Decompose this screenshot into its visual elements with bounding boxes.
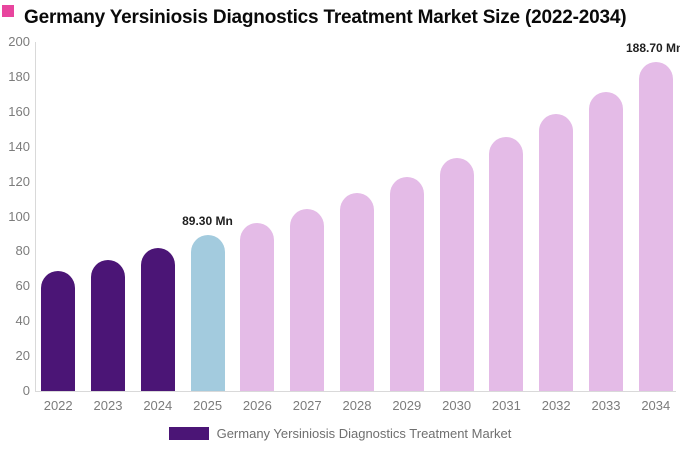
x-axis-label-2027: 2027 [292,398,322,413]
y-axis-tick-label: 60 [15,278,30,294]
value-label-2034: 188.70 Mn [626,40,680,55]
y-axis-tick-label: 140 [8,138,30,154]
x-axis-label-2029: 2029 [392,398,422,413]
y-axis-tick-label: 40 [15,313,30,329]
x-axis-label-2023: 2023 [93,398,123,413]
x-axis-label-2026: 2026 [242,398,272,413]
y-axis-tick-label: 160 [8,103,30,119]
bar-2027 [290,208,325,391]
y-axis-tick-label: 180 [8,68,30,84]
y-axis-tick-label: 120 [8,173,30,189]
y-axis-line [35,42,36,391]
bar-2025 [190,235,225,391]
x-axis-label-2033: 2033 [591,398,621,413]
bar-2034 [638,61,673,391]
bar-2031 [489,137,524,391]
legend-label: Germany Yersiniosis Diagnostics Treatmen… [216,425,512,441]
x-axis-label-2031: 2031 [491,398,521,413]
y-axis-tick-label: 200 [8,34,30,49]
chart-legend: Germany Yersiniosis Diagnostics Treatmen… [0,425,680,441]
pink-corner-square-icon [2,5,14,17]
bar-2033 [589,91,623,391]
bar-2022 [41,271,76,391]
bar-2029 [389,177,424,391]
x-axis-label-2024: 2024 [143,398,173,413]
x-axis-label-2028: 2028 [342,398,372,413]
x-axis-label-2030: 2030 [442,398,472,413]
y-axis-tick-label: 80 [15,243,30,259]
x-axis-label-2034: 2034 [641,398,671,413]
bar-2026 [240,223,275,391]
bar-2024 [140,247,175,391]
y-axis-tick-label: 0 [22,383,30,398]
bar-2032 [539,114,574,391]
value-label-2025: 89.30 Mn [182,214,233,229]
x-axis-label-2032: 2032 [541,398,571,413]
x-axis-label-2022: 2022 [43,398,73,413]
x-axis-line [35,391,676,392]
bar-2030 [439,158,474,391]
y-axis-tick-label: 20 [15,348,30,364]
x-axis-label-2025: 2025 [193,398,223,413]
y-axis-tick-label: 100 [8,208,30,224]
legend-swatch [168,426,209,440]
chart-title: Germany Yersiniosis Diagnostics Treatmen… [24,7,627,28]
bar-2023 [91,260,125,391]
bar-2028 [340,192,374,391]
